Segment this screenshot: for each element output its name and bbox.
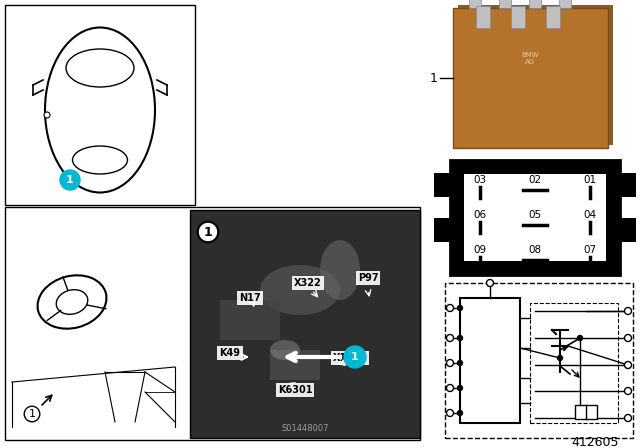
Bar (618, 173, 636, 197)
Bar (5, 5, 195, 205)
Text: 09: 09 (474, 245, 486, 255)
Circle shape (44, 112, 50, 118)
Bar (434, 173, 452, 197)
Bar (220, 300, 280, 340)
Bar (270, 350, 320, 380)
Bar (5, 207, 420, 440)
Bar (511, 6, 525, 28)
Circle shape (60, 170, 80, 190)
Ellipse shape (270, 340, 300, 360)
Text: 412605: 412605 (572, 435, 619, 448)
Bar (499, 0, 511, 8)
Circle shape (344, 346, 366, 368)
Ellipse shape (260, 265, 340, 315)
Text: 05: 05 (529, 210, 541, 220)
Ellipse shape (66, 49, 134, 87)
Circle shape (625, 307, 632, 314)
Text: 1: 1 (66, 175, 74, 185)
Text: 1: 1 (204, 225, 212, 238)
Ellipse shape (38, 276, 106, 329)
Bar (546, 6, 560, 28)
Text: X1588: X1588 (333, 353, 367, 363)
Bar (469, 0, 481, 8)
Bar (190, 210, 420, 438)
Circle shape (458, 336, 463, 340)
Bar (476, 6, 490, 28)
Circle shape (458, 306, 463, 310)
Text: 02: 02 (529, 175, 541, 185)
Ellipse shape (72, 146, 127, 174)
Text: S01448007: S01448007 (281, 423, 329, 432)
Text: 1: 1 (351, 352, 359, 362)
Bar (434, 218, 452, 242)
Bar (458, 5, 613, 145)
Circle shape (625, 414, 632, 422)
Circle shape (557, 356, 563, 361)
Text: X322: X322 (294, 278, 322, 288)
Bar (530, 303, 618, 423)
Bar (445, 283, 633, 438)
Text: 07: 07 (584, 245, 596, 255)
Circle shape (625, 388, 632, 395)
Text: K6301: K6301 (278, 385, 312, 395)
Circle shape (447, 359, 454, 366)
Circle shape (625, 335, 632, 341)
Bar (618, 218, 636, 242)
Circle shape (447, 305, 454, 311)
Text: K49: K49 (220, 348, 241, 358)
Text: 03: 03 (474, 175, 486, 185)
Text: P97: P97 (358, 273, 378, 283)
Text: 06: 06 (474, 210, 486, 220)
Circle shape (577, 336, 582, 340)
Bar (575, 405, 597, 419)
Bar (450, 160, 620, 275)
Ellipse shape (56, 290, 88, 314)
Text: 1: 1 (430, 72, 438, 85)
Text: N17: N17 (239, 293, 261, 303)
Circle shape (458, 361, 463, 366)
Circle shape (447, 335, 454, 341)
Ellipse shape (320, 240, 360, 300)
Circle shape (447, 384, 454, 392)
Bar (464, 174, 606, 261)
Bar (529, 0, 541, 8)
Circle shape (486, 280, 493, 287)
Bar (453, 8, 608, 148)
Ellipse shape (45, 27, 155, 193)
Text: 1: 1 (29, 409, 35, 419)
Text: BMW
AG: BMW AG (521, 52, 539, 65)
Text: 01: 01 (584, 175, 596, 185)
Text: 04: 04 (584, 210, 596, 220)
Bar (460, 298, 520, 423)
Circle shape (447, 409, 454, 417)
Circle shape (458, 385, 463, 391)
Bar (559, 0, 571, 8)
Text: 08: 08 (529, 245, 541, 255)
Circle shape (458, 410, 463, 415)
Circle shape (625, 362, 632, 369)
